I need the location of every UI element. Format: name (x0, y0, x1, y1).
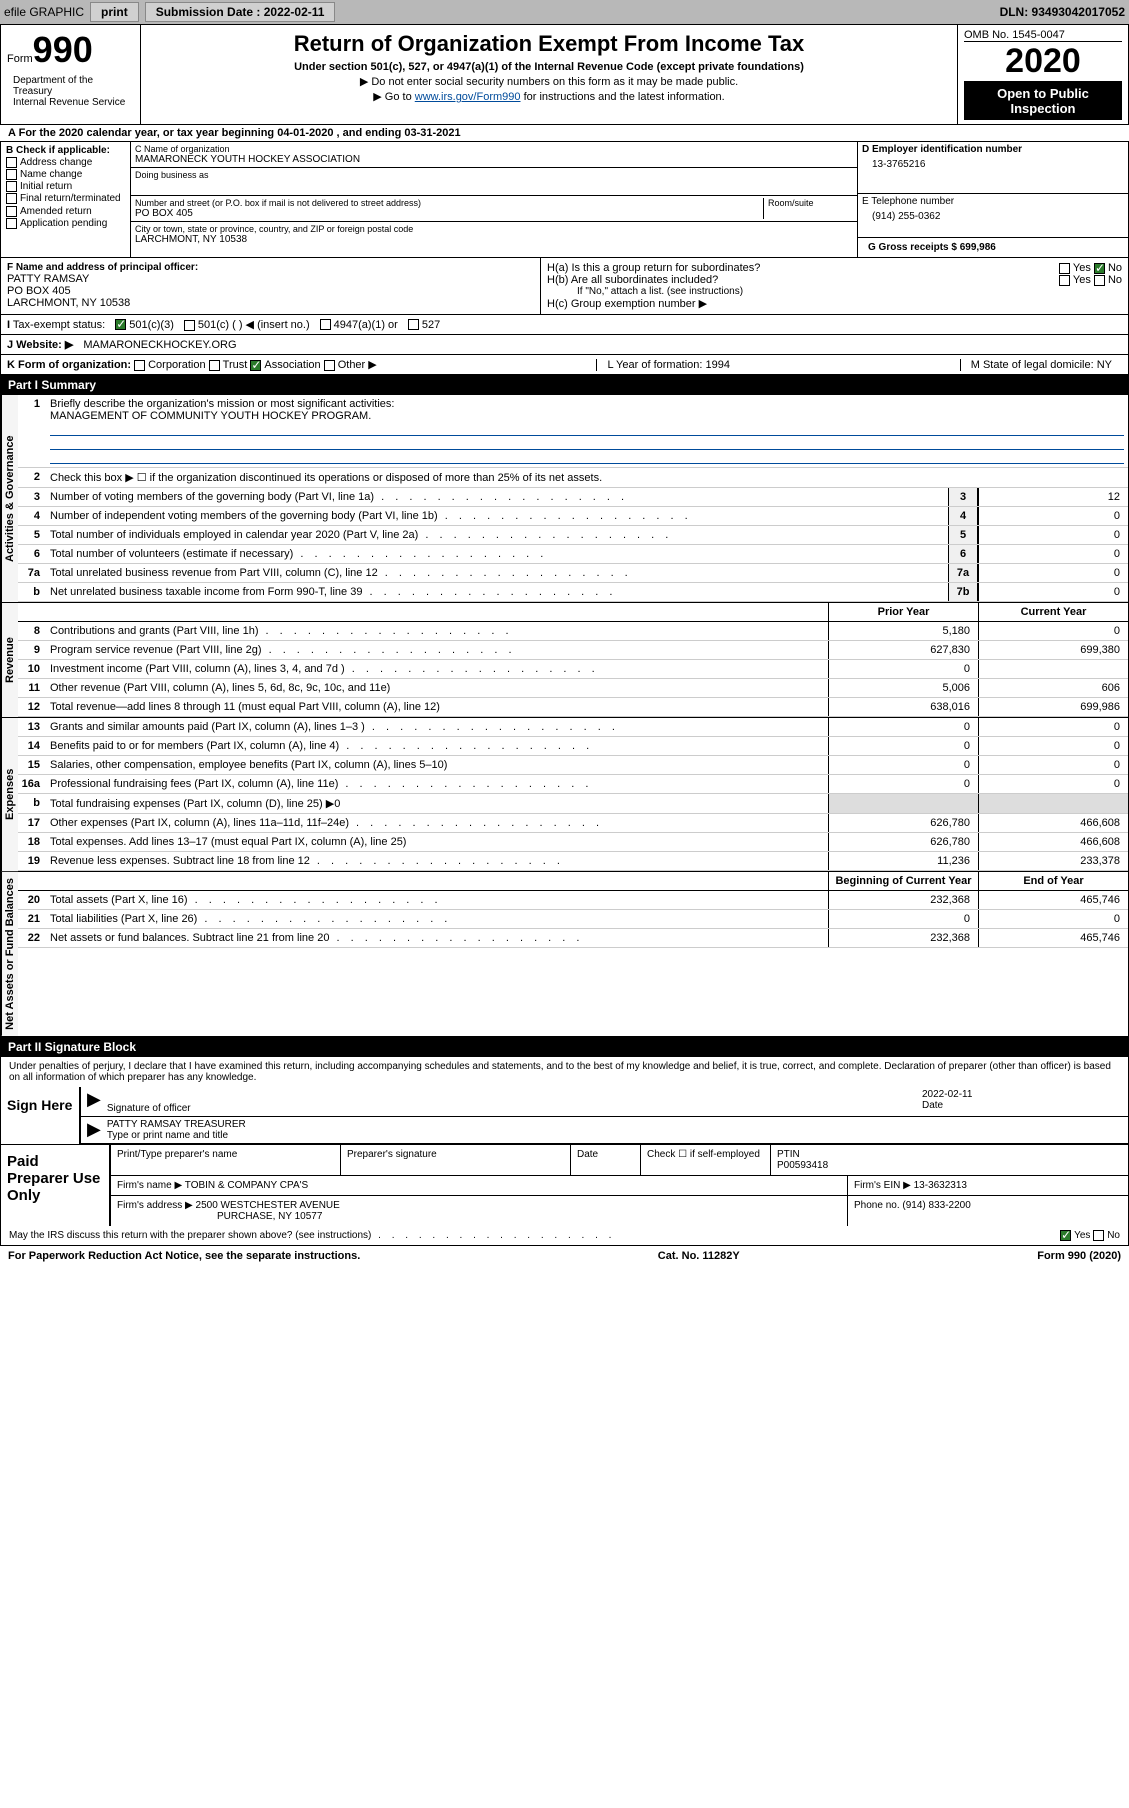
org-name: MAMARONECK YOUTH HOCKEY ASSOCIATION (135, 154, 853, 165)
org-info-box: C Name of organizationMAMARONECK YOUTH H… (131, 142, 858, 258)
form-subtitle: Under section 501(c), 527, or 4947(a)(1)… (147, 61, 951, 73)
ein-box: D Employer identification number13-37652… (858, 142, 1128, 258)
netassets-section: Net Assets or Fund Balances Beginning of… (0, 872, 1129, 1037)
governance-vlabel: Activities & Governance (1, 395, 18, 602)
website-value: MAMARONECKHOCKEY.ORG (83, 339, 236, 351)
cb-name[interactable]: Name change (6, 169, 125, 180)
cb-app[interactable]: Application pending (6, 218, 125, 229)
revenue-section: Revenue Prior YearCurrent Year 8Contribu… (0, 603, 1129, 718)
cb-trust[interactable] (209, 360, 220, 371)
gross-receipts: G Gross receipts $ 699,986 (858, 238, 1128, 257)
cb-final[interactable]: Final return/terminated (6, 193, 125, 204)
ptin-value: P00593418 (777, 1160, 828, 1171)
officer-signed-name: PATTY RAMSAY TREASURER (107, 1119, 246, 1130)
ein-value: 13-3765216 (862, 155, 1124, 174)
firm-name: TOBIN & COMPANY CPA'S (185, 1180, 308, 1191)
org-address: PO BOX 405 (135, 208, 763, 219)
part1-header: Part I Summary (0, 375, 1129, 395)
firm-ein: 13-3632313 (914, 1180, 967, 1191)
year-formation: L Year of formation: 1994 (596, 359, 740, 371)
officer-box: F Name and address of principal officer:… (1, 258, 541, 314)
website-row: J Website: ▶ MAMARONECKHOCKEY.ORG (0, 335, 1129, 355)
officer-h-grid: F Name and address of principal officer:… (0, 258, 1129, 315)
efile-label: efile GRAPHIC (4, 5, 84, 19)
public-inspection: Open to Public Inspection (964, 82, 1122, 120)
tax-year: 2020 (964, 41, 1122, 82)
firm-address: 2500 WESTCHESTER AVENUE (196, 1200, 340, 1211)
cb-corp[interactable] (134, 360, 145, 371)
period-row: A For the 2020 calendar year, or tax yea… (0, 125, 1129, 142)
penalty-statement: Under penalties of perjury, I declare th… (1, 1057, 1128, 1087)
check-column: B Check if applicable: Address change Na… (1, 142, 131, 258)
cb-501c3[interactable]: 501(c)(3) (115, 319, 174, 331)
expenses-section: Expenses 13Grants and similar amounts pa… (0, 718, 1129, 872)
cb-other[interactable] (324, 360, 335, 371)
h-box: H(a) Is this a group return for subordin… (541, 258, 1128, 314)
form-label: Form (7, 53, 33, 65)
cb-initial[interactable]: Initial return (6, 181, 125, 192)
org-form-row: K Form of organization: Corporation Trus… (0, 355, 1129, 375)
form-title: Return of Organization Exempt From Incom… (147, 31, 951, 57)
topbar: efile GRAPHIC print Submission Date : 20… (0, 0, 1129, 24)
form-ref: Form 990 (2020) (1037, 1250, 1121, 1262)
ssn-note: Do not enter social security numbers on … (147, 75, 951, 88)
submission-date-button[interactable]: Submission Date : 2022-02-11 (145, 2, 336, 22)
cb-527[interactable]: 527 (408, 319, 440, 331)
cb-4947[interactable]: 4947(a)(1) or (320, 319, 398, 331)
cb-501c[interactable]: 501(c) ( ) ◀ (insert no.) (184, 318, 310, 331)
top-info-grid: B Check if applicable: Address change Na… (0, 142, 1129, 258)
cat-number: Cat. No. 11282Y (658, 1250, 740, 1262)
signature-block: Under penalties of perjury, I declare th… (0, 1057, 1129, 1246)
irs-link[interactable]: www.irs.gov/Form990 (415, 91, 521, 103)
dln-label: DLN: 93493042017052 (1000, 5, 1125, 19)
cb-discuss-no[interactable] (1093, 1230, 1104, 1241)
goto-note: Go to www.irs.gov/Form990 for instructio… (147, 90, 951, 103)
paid-preparer-label: Paid Preparer Use Only (1, 1145, 111, 1226)
sign-here-label: Sign Here (1, 1087, 81, 1144)
firm-phone: (914) 833-2200 (902, 1200, 970, 1211)
page-footer: For Paperwork Reduction Act Notice, see … (0, 1246, 1129, 1266)
governance-section: Activities & Governance 1Briefly describ… (0, 395, 1129, 603)
print-button[interactable]: print (90, 2, 139, 22)
pra-notice: For Paperwork Reduction Act Notice, see … (8, 1250, 360, 1262)
cb-address[interactable]: Address change (6, 157, 125, 168)
cb-amended[interactable]: Amended return (6, 206, 125, 217)
l3-val: 12 (978, 488, 1128, 506)
state-domicile: M State of legal domicile: NY (960, 359, 1122, 371)
mission-text: MANAGEMENT OF COMMUNITY YOUTH HOCKEY PRO… (50, 410, 371, 422)
part2-header: Part II Signature Block (0, 1037, 1129, 1057)
form-header: Form990 Department of the Treasury Inter… (0, 24, 1129, 125)
dept-label: Department of the Treasury Internal Reve… (7, 71, 134, 112)
cb-discuss-yes[interactable] (1060, 1230, 1071, 1241)
cb-assoc[interactable] (250, 360, 261, 371)
tax-status-row: I Tax-exempt status: 501(c)(3) 501(c) ( … (0, 315, 1129, 335)
org-city: LARCHMONT, NY 10538 (135, 234, 853, 245)
phone-value: (914) 255-0362 (862, 207, 1124, 226)
form-number: 990 (33, 29, 93, 70)
omb-number: OMB No. 1545-0047 (964, 29, 1122, 41)
